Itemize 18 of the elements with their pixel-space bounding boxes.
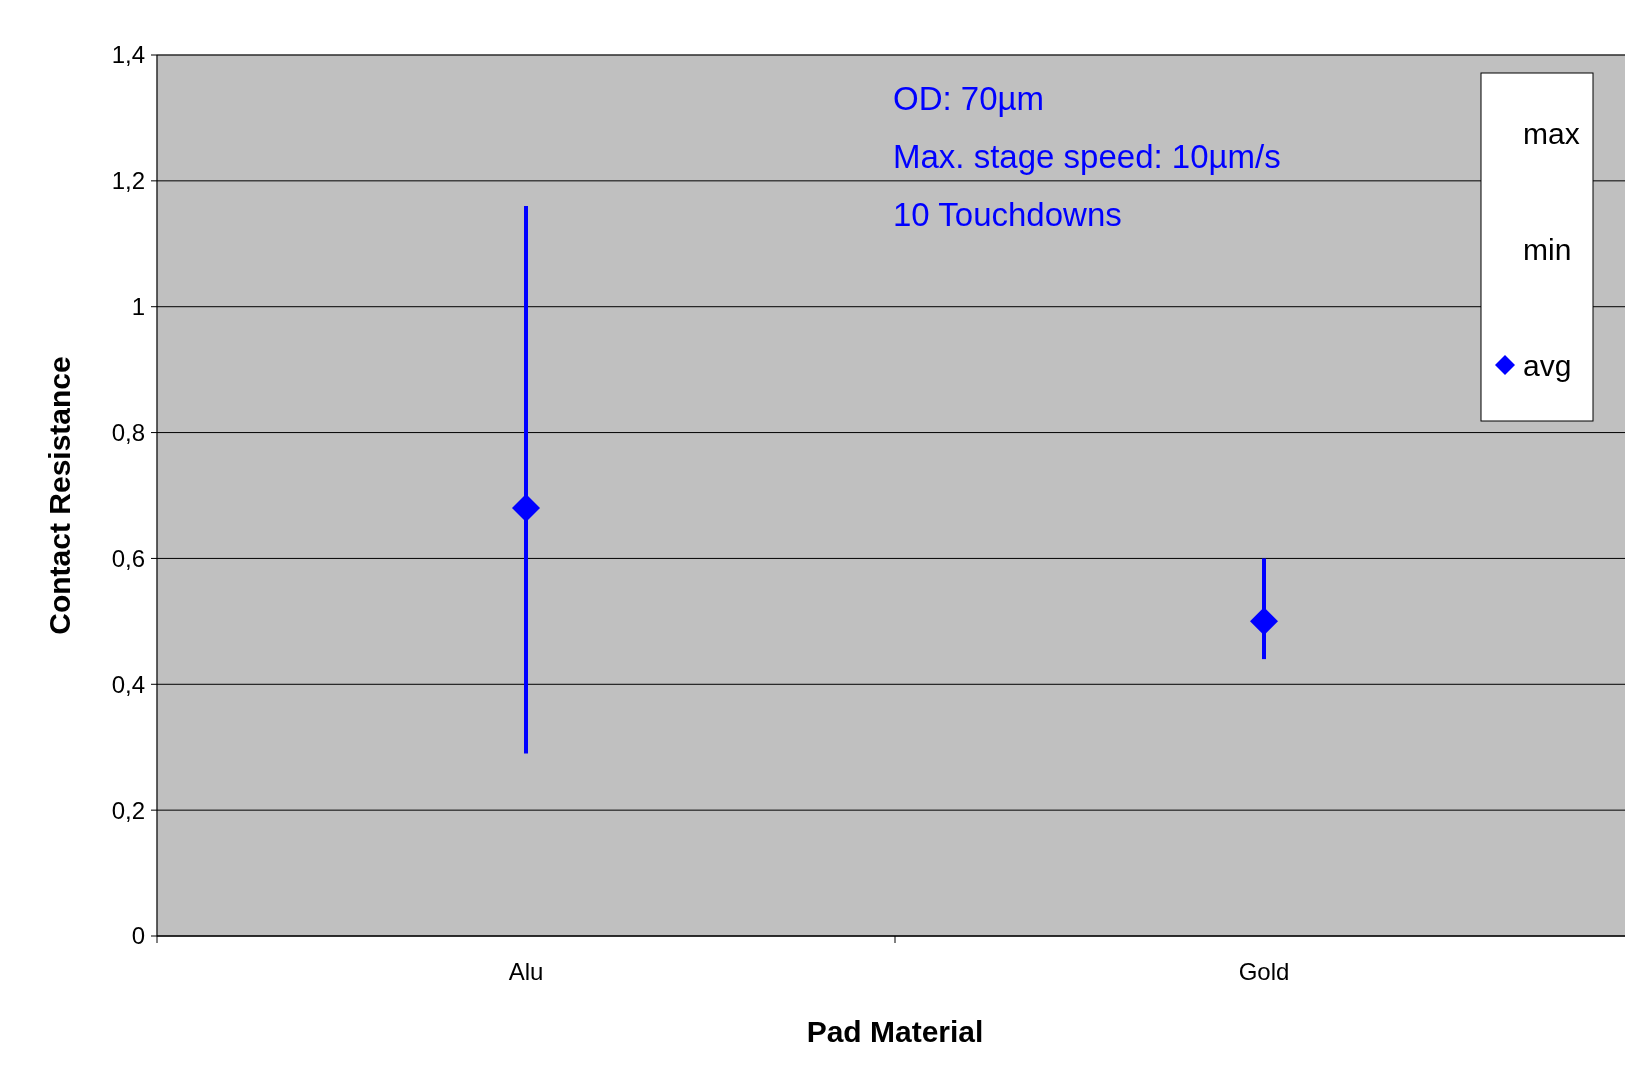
y-tick-label: 0,4 [111, 670, 145, 698]
legend-label: avg [1523, 348, 1572, 382]
y-tick-label: 1 [131, 293, 145, 321]
x-tick-label: Gold [1238, 958, 1290, 985]
annotation: OD: 70µm [893, 80, 1045, 117]
y-tick-label: 0 [131, 922, 145, 950]
text: min [1523, 232, 1572, 266]
x-tick-label: Alu [508, 958, 544, 985]
x-axis-title: Pad Material [806, 1015, 984, 1048]
y-tick-label: 0,8 [111, 418, 145, 446]
y-tick-label: 0,6 [111, 544, 145, 572]
y-tick-label: 1,2 [111, 167, 145, 195]
y-tick-label: 1,4 [111, 41, 145, 69]
annotation: Max. stage speed: 10µm/s [893, 138, 1281, 175]
text: max [1523, 116, 1580, 150]
y-axis-title: Contact Resistance [43, 356, 76, 635]
annotation: 10 Touchdowns [893, 196, 1122, 233]
y-tick-label: 0,2 [111, 796, 145, 824]
